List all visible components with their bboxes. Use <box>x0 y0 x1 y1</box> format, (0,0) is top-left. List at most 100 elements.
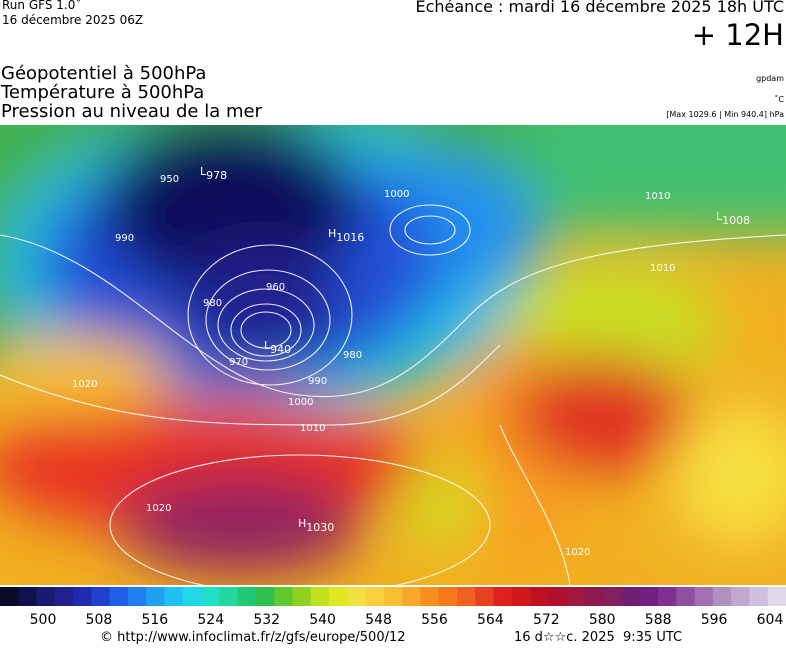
isobar-label: 1020 <box>72 379 97 390</box>
color-swatch <box>420 587 440 606</box>
colorbar-tick-label: 556 <box>421 612 448 628</box>
extremes: [Max 1029.6 | Min 940.4] hPa <box>666 110 784 119</box>
color-swatch <box>0 587 19 606</box>
isobar-label: 1010 <box>650 263 675 274</box>
color-swatch <box>456 587 476 606</box>
center-letter: L <box>264 339 271 352</box>
unit: gpdam <box>756 74 784 83</box>
colorbar: 500 508 516 524 532 540 548 556 564 572 580 588 596 6… <box>0 587 786 628</box>
pressure-center: L940 <box>264 339 291 356</box>
color-swatch <box>438 587 458 606</box>
isobar-label: 980 <box>343 350 362 361</box>
color-swatch <box>73 587 92 606</box>
color-swatch <box>383 587 403 606</box>
isobar-label: 1000 <box>288 397 313 408</box>
field: Géopotentiel à 500hPa <box>1 63 207 84</box>
color-swatch <box>566 587 586 606</box>
lead-time: + 12H <box>691 18 784 52</box>
isobar-label: 1010 <box>300 423 325 434</box>
color-swatch <box>219 587 239 606</box>
field: Pression au niveau de la mer <box>1 101 262 122</box>
valid-time: Échéance : mardi 16 décembre 2025 18h UT… <box>415 0 784 16</box>
color-swatch <box>749 587 769 606</box>
isobar-label: 970 <box>229 357 248 368</box>
color-swatch <box>347 587 367 606</box>
color-swatch <box>109 587 129 606</box>
pressure-center: H1030 <box>298 517 334 534</box>
pressure-center: H1016 <box>328 227 364 244</box>
isobar-label: 1000 <box>384 189 409 200</box>
color-swatch <box>201 587 220 606</box>
color-swatch <box>91 587 111 606</box>
color-swatch <box>694 587 714 606</box>
center-letter: H <box>328 227 336 240</box>
color-swatch <box>712 587 732 606</box>
color-swatch <box>603 587 622 606</box>
color-swatch <box>530 587 549 606</box>
color-swatch <box>511 587 531 606</box>
isobar-label: 1010 <box>645 191 670 202</box>
color-swatch <box>54 587 74 606</box>
center-value: 1008 <box>722 214 750 227</box>
color-swatch <box>658 587 677 606</box>
color-swatch <box>365 587 385 606</box>
color-swatch <box>639 587 659 606</box>
color-swatch <box>731 587 750 606</box>
color-swatch <box>18 587 38 606</box>
isobar-label: 950 <box>160 174 179 185</box>
colorbar-tick-label: 508 <box>86 612 113 628</box>
color-swatch <box>676 587 696 606</box>
color-swatch <box>621 587 641 606</box>
center-letter: L <box>716 210 723 223</box>
color-swatch <box>274 587 293 606</box>
isobar-label: 980 <box>203 298 222 309</box>
color-swatch <box>475 587 495 606</box>
color-swatch <box>146 587 166 606</box>
color-swatch <box>584 587 604 606</box>
isobar-label: 960 <box>266 282 285 293</box>
color-swatch <box>548 587 568 606</box>
center-value: 978 <box>206 169 227 182</box>
isobar-label: 990 <box>308 376 327 387</box>
color-swatch <box>36 587 56 606</box>
color-swatch <box>292 587 312 606</box>
color-swatch <box>493 587 513 606</box>
run: Run GFS 1.0˚ <box>2 0 82 12</box>
colorbar-tick-label: 572 <box>533 612 560 628</box>
center-value: 1016 <box>336 231 364 244</box>
colorbar-tick-label: 540 <box>309 612 336 628</box>
colorbar-tick-label: 604 <box>757 612 784 628</box>
colorbar-tick-label: 516 <box>141 612 168 628</box>
colorbar-tick-label: 580 <box>589 612 616 628</box>
colorbar-tick-label: 564 <box>477 612 504 628</box>
color-swatch <box>164 587 184 606</box>
color-swatch <box>255 587 275 606</box>
run-date: 16 décembre 2025 06Z <box>2 13 144 27</box>
color-swatch <box>310 587 330 606</box>
color-swatch <box>767 587 786 606</box>
source: © http://www.infoclimat.fr/z/gfs/europe/… <box>100 630 406 645</box>
color-swatch <box>329 587 348 606</box>
center-value: 1030 <box>306 521 334 534</box>
pressure-center: L978 <box>200 165 227 182</box>
colorbar-tick-label: 500 <box>30 612 57 628</box>
center-letter: L <box>200 165 207 178</box>
isobar-label: 1020 <box>146 503 171 514</box>
field: Température à 500hPa <box>1 82 205 103</box>
isobar-label: 1020 <box>565 547 590 558</box>
colorbar-tick-label: 548 <box>365 612 392 628</box>
center-value: 940 <box>270 343 291 356</box>
colorbar-tick-label: 524 <box>197 612 224 628</box>
color-swatch <box>127 587 147 606</box>
center-letter: H <box>298 517 306 530</box>
generated: 16 d☆☆c. 2025 9:35 UTC <box>514 630 683 645</box>
colorbar-tick-label: 596 <box>701 612 728 628</box>
isobar-label: 990 <box>115 233 134 244</box>
color-swatch <box>237 587 257 606</box>
colorbar-tick-label: 588 <box>645 612 672 628</box>
unit: ˚C <box>774 95 784 104</box>
color-swatch <box>182 587 202 606</box>
map: L978 H1016 L940 H1030 L1008 950 990 1000… <box>0 125 786 585</box>
colorbar-tick-label: 532 <box>253 612 280 628</box>
